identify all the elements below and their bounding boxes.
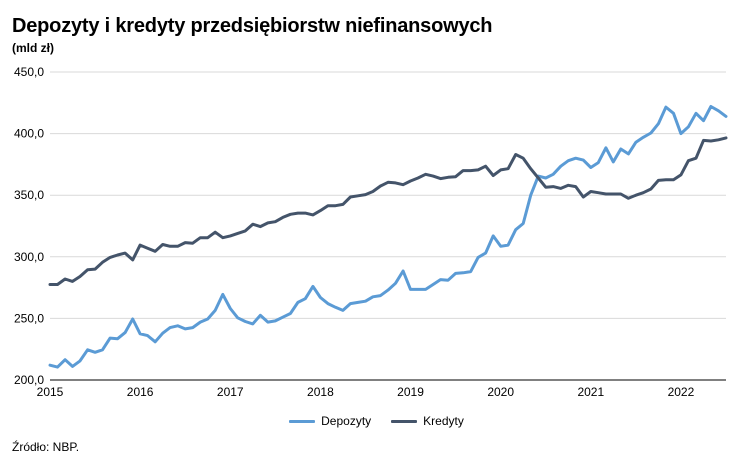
y-tick-label: 400,0: [14, 127, 44, 141]
legend-label-kredyty: Kredyty: [423, 414, 464, 428]
series-line-depozyty: [48, 105, 728, 369]
x-tick-label: 2021: [577, 385, 604, 399]
x-tick-label: 2017: [217, 385, 244, 399]
legend-label-depozyty: Depozyty: [321, 414, 372, 428]
y-tick-label: 250,0: [14, 311, 44, 325]
series-line-kredyty: [48, 136, 728, 286]
y-tick-label: 450,0: [14, 65, 44, 79]
x-tick-label: 2019: [397, 385, 424, 399]
legend-swatch-depozyty: [289, 419, 316, 423]
x-tick-label: 2016: [127, 385, 154, 399]
x-tick-label: 2020: [487, 385, 514, 399]
y-tick-label: 350,0: [14, 188, 44, 202]
legend-item-kredyty: Kredyty: [391, 414, 464, 428]
legend-item-depozyty: Depozyty: [289, 414, 371, 428]
x-tick-label: 2015: [37, 385, 64, 399]
legend-swatch-kredyty: [391, 419, 418, 423]
x-tick-label: 2018: [307, 385, 334, 399]
y-tick-label: 200,0: [14, 373, 44, 387]
line-chart: 200,0 250,0 300,0 350,0 400,0 450,0 2015 2016 20…: [14, 65, 728, 399]
chart-subtitle: (mld zł): [12, 41, 54, 55]
chart-legend: Depozyty Kredyty: [0, 414, 753, 428]
y-tick-label: 300,0: [14, 250, 44, 264]
chart-title: Depozyty i kredyty przedsiębiorstw niefi…: [12, 15, 493, 37]
source-note: Źródło: NBP.: [12, 440, 80, 454]
x-tick-label: 2022: [668, 385, 695, 399]
